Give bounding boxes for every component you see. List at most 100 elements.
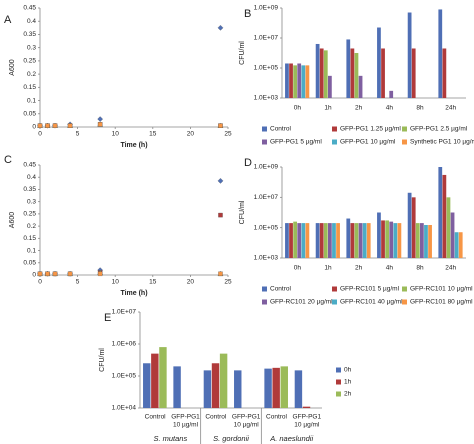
legend-label: GFP-RC101 5 µg/ml xyxy=(340,286,400,293)
y-tick-label: 0.4 xyxy=(27,174,36,181)
bar xyxy=(289,223,293,258)
bar xyxy=(354,53,359,98)
bar xyxy=(407,12,412,98)
legend-swatch xyxy=(332,126,337,132)
legend-swatch xyxy=(262,286,267,292)
bar xyxy=(297,63,302,98)
bar xyxy=(294,370,303,408)
y-axis-label: A600 xyxy=(9,59,16,75)
legend-swatch xyxy=(262,126,267,132)
panel-label: B xyxy=(244,8,251,20)
x-tick-label: 4h xyxy=(386,265,394,272)
bar xyxy=(415,223,420,258)
x-tick-label: 8h xyxy=(416,105,424,112)
bar xyxy=(407,192,412,258)
point xyxy=(52,271,58,277)
legend-label: 2h xyxy=(344,391,352,398)
bar xyxy=(285,223,289,258)
point xyxy=(218,271,223,277)
y-tick-label: 1.0E+07 xyxy=(254,194,279,201)
y-tick-label: 1.0E+07 xyxy=(112,309,137,316)
bar xyxy=(389,90,394,98)
bar xyxy=(301,223,306,258)
x-tick-label: 5 xyxy=(76,279,80,286)
y-tick-label: 0 xyxy=(32,124,36,131)
x-tick-label: 0h xyxy=(294,265,302,272)
panel-label: E xyxy=(104,312,111,324)
x-tick-label: 2h xyxy=(355,265,363,272)
y-tick-label: 1.0E+04 xyxy=(112,405,137,412)
y-axis-label: CFU/ml xyxy=(239,200,246,224)
bar xyxy=(289,63,293,98)
y-tick-label: 0.45 xyxy=(23,5,36,12)
bar xyxy=(328,223,332,258)
legend-label: GFP-RC101 20 µg/ml xyxy=(270,299,333,306)
x-tick-label: 5 xyxy=(76,131,80,138)
bar xyxy=(280,366,288,408)
bar xyxy=(350,223,355,258)
x-tick-label: 2h xyxy=(355,105,363,112)
bar xyxy=(438,167,443,258)
bar xyxy=(346,39,351,98)
x-tick-label: 15 xyxy=(149,131,157,138)
bar xyxy=(458,232,463,258)
bar xyxy=(272,367,280,408)
bar xyxy=(159,347,167,408)
x-tick-label: 0 xyxy=(38,279,42,286)
y-tick-label: 1.0E+03 xyxy=(254,95,279,102)
bar xyxy=(424,224,428,258)
bar xyxy=(358,75,363,98)
x-tick-label: 1h xyxy=(324,265,332,272)
y-tick-label: 0.45 xyxy=(23,162,36,169)
y-tick-label: 0.3 xyxy=(27,44,36,51)
bar xyxy=(203,370,212,408)
y-axis-label: A600 xyxy=(9,212,16,228)
y-tick-label: 0.1 xyxy=(27,247,36,254)
panel-label: D xyxy=(244,157,252,169)
y-tick-label: 0.3 xyxy=(27,198,36,205)
panel-label: C xyxy=(4,154,12,166)
bar xyxy=(315,43,320,98)
bar xyxy=(264,368,272,408)
legend-swatch xyxy=(402,139,407,145)
legend-swatch xyxy=(402,299,407,305)
bar xyxy=(420,223,424,258)
y-tick-label: 0 xyxy=(32,272,36,279)
bar xyxy=(332,223,336,258)
x-tick-label: 4h xyxy=(386,105,394,112)
x-tick-label: 25 xyxy=(224,279,232,286)
y-tick-label: 0.15 xyxy=(23,235,36,242)
y-axis-label: CFU/ml xyxy=(99,348,106,372)
group-label: S. gordonii xyxy=(213,434,249,443)
y-tick-label: 1.0E+05 xyxy=(254,65,279,72)
bar xyxy=(305,65,310,98)
y-tick-label: 0.25 xyxy=(23,58,36,65)
legend-label: Control xyxy=(270,126,292,133)
legend-label: GFP-PG1 5 µg/ml xyxy=(270,139,322,146)
point xyxy=(67,271,73,277)
legend-swatch xyxy=(262,299,267,305)
bar xyxy=(319,223,324,258)
point xyxy=(52,123,58,128)
point xyxy=(45,123,50,128)
bar xyxy=(362,223,367,258)
group-label: A. naeslundii xyxy=(269,434,313,443)
x-tick-label: 20 xyxy=(187,279,195,286)
legend-label: Control xyxy=(270,286,292,293)
bar xyxy=(454,232,459,258)
x-tick-label: 25 xyxy=(224,131,232,138)
point xyxy=(97,122,103,127)
legend-swatch xyxy=(332,139,337,145)
bar xyxy=(151,353,159,408)
bar xyxy=(305,223,310,258)
bar xyxy=(411,197,416,258)
x-tick-label: 10 xyxy=(112,279,120,286)
y-tick-label: 0.05 xyxy=(23,110,36,117)
legend-label: GFP-RC101 80 µg/ml xyxy=(410,299,473,306)
bar xyxy=(173,366,181,408)
bar xyxy=(377,212,381,258)
y-tick-label: 0.25 xyxy=(23,211,36,218)
bar xyxy=(302,406,311,408)
legend-swatch xyxy=(402,286,407,292)
